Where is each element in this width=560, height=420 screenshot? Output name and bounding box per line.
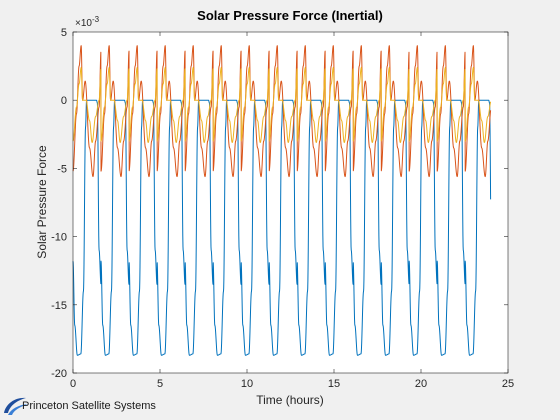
logo-swoosh-icon [4, 397, 28, 415]
y-axis-label: Solar Pressure Force [35, 145, 49, 259]
x-tick-label: 0 [70, 378, 76, 390]
y-tick-label: -15 [51, 300, 67, 312]
x-tick-label: 25 [502, 378, 514, 390]
y-tick-label: -10 [51, 232, 67, 244]
plot-area [73, 32, 508, 373]
x-axis-label: Time (hours) [256, 393, 324, 407]
plot-frame [72, 31, 509, 374]
series-line-3 [72, 66, 492, 143]
y-tick-label: -20 [51, 368, 67, 380]
company-logo: Princeton Satellite Systems [2, 393, 182, 419]
x-tick-label: 20 [415, 378, 427, 390]
y-tick-label: 0 [61, 95, 67, 107]
y-exponent-label: ×10-3 [75, 15, 100, 29]
y-tick-label: 5 [61, 27, 67, 39]
x-tick-label: 5 [157, 378, 163, 390]
x-tick-label: 15 [328, 378, 340, 390]
logo-text: Princeton Satellite Systems [22, 400, 156, 412]
x-tick-label: 10 [241, 378, 253, 390]
chart-title: Solar Pressure Force (Inertial) [197, 8, 383, 23]
y-tick-label: -5 [57, 163, 67, 175]
series-line-2 [72, 45, 492, 178]
